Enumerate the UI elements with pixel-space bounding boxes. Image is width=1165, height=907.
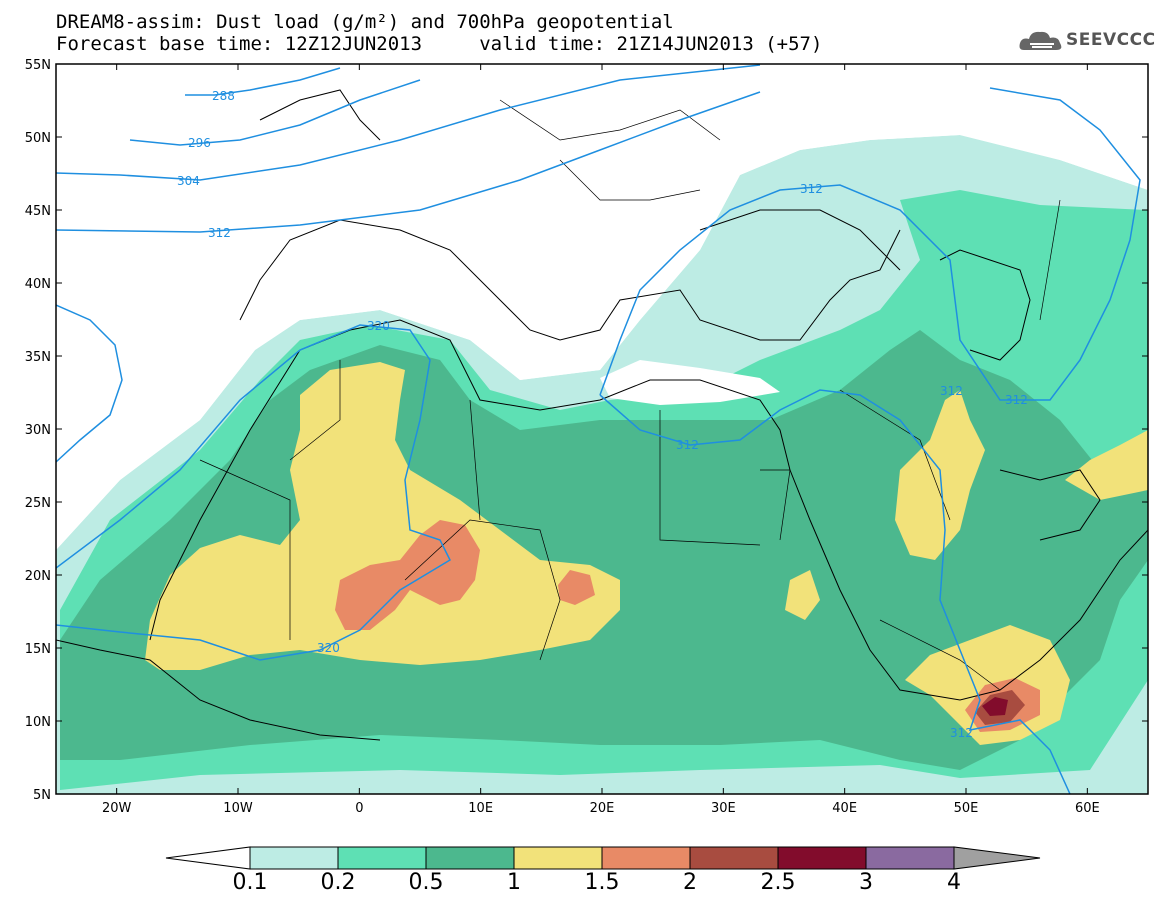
contour-labels: 288 296 304 312 320 312 320 312 312 312 … xyxy=(177,89,1028,740)
dust-area-2.5 xyxy=(982,697,1008,716)
contour-320-west xyxy=(56,304,123,463)
contour-label: 312 xyxy=(950,726,973,740)
lon-label: 60E xyxy=(1075,801,1100,816)
contour-label: 288 xyxy=(212,89,235,103)
lon-label: 30E xyxy=(711,801,736,816)
contour-label: 320 xyxy=(317,641,340,655)
lat-label: 5N xyxy=(33,788,51,803)
contour-320-sahara xyxy=(56,324,451,661)
lat-label: 15N xyxy=(25,642,51,657)
country-borders xyxy=(199,99,1061,691)
contour-label: 312 xyxy=(208,226,231,240)
lon-label: 20E xyxy=(590,801,615,816)
geopotential-contours xyxy=(56,64,1141,794)
contour-296 xyxy=(129,79,421,146)
contour-label: 304 xyxy=(177,174,200,188)
lon-label: 10W xyxy=(223,801,253,816)
lat-label: 40N xyxy=(25,277,51,292)
lat-label: 35N xyxy=(25,350,51,365)
colorbar-segment xyxy=(513,846,603,870)
colorbar-label: 1.5 xyxy=(585,870,620,895)
colorbar-label: 2.5 xyxy=(761,870,796,895)
contour-label: 312 xyxy=(676,438,699,452)
contour-label: 320 xyxy=(367,319,390,333)
contour-312-east xyxy=(599,87,1141,401)
colorbar-label: 0.5 xyxy=(409,870,444,895)
colorbar-high-arrow xyxy=(953,846,1041,870)
contour-288 xyxy=(185,67,341,96)
colorbar-label: 3 xyxy=(859,870,873,895)
dust-fields xyxy=(56,64,1148,794)
colorbar-label: 2 xyxy=(683,870,697,895)
colorbar-label: 0.2 xyxy=(321,870,356,895)
clear-area-europe xyxy=(56,64,1148,550)
latitude-axis: 55N 50N 45N 40N 35N 30N 25N 20N 15N 10N 5N xyxy=(25,58,1148,803)
dust-area-1-sudan xyxy=(785,570,820,620)
lat-label: 45N xyxy=(25,204,51,219)
colorbar-label: 0.1 xyxy=(233,870,268,895)
contour-label: 312 xyxy=(1005,393,1028,407)
seevccc-logo: SEEVCCC xyxy=(1018,26,1158,56)
lat-label: 55N xyxy=(25,58,51,73)
colorbar-segment xyxy=(337,846,427,870)
lat-label: 30N xyxy=(25,423,51,438)
lat-label: 25N xyxy=(25,496,51,511)
colorbar-segment xyxy=(425,846,515,870)
lat-label: 50N xyxy=(25,131,51,146)
contour-label: 296 xyxy=(188,136,211,150)
lon-label: 50E xyxy=(954,801,979,816)
cloud-logo-icon xyxy=(1019,31,1062,50)
colorbar-segment xyxy=(689,846,779,870)
logo-text: SEEVCCC xyxy=(1066,30,1156,50)
colorbar: 0.1 0.2 0.5 1 1.5 2 2.5 3 4 xyxy=(165,846,1041,895)
contour-label: 312 xyxy=(800,182,823,196)
colorbar-segment xyxy=(777,846,867,870)
colorbar-segment xyxy=(865,846,955,870)
colorbar-segment xyxy=(249,846,339,870)
longitude-axis: 20W 10W 0 10E 20E 30E 40E 50E 60E xyxy=(102,64,1100,816)
dust-area-1-sahara xyxy=(145,362,620,670)
map-subtitle: Forecast base time: 12Z12JUN2013 valid t… xyxy=(56,33,823,55)
lon-label: 0 xyxy=(355,801,363,816)
lon-label: 20W xyxy=(102,801,132,816)
lat-label: 10N xyxy=(25,715,51,730)
contour-312-south xyxy=(599,389,1071,794)
dust-area-1-gulf xyxy=(1065,430,1148,500)
dust-area-1.5-chad xyxy=(558,570,595,605)
colorbar-segment xyxy=(601,846,691,870)
lon-label: 40E xyxy=(832,801,857,816)
clear-area-mediterranean xyxy=(600,360,780,405)
colorbar-low-arrow xyxy=(165,846,251,870)
map-title: DREAM8-assim: Dust load (g/m²) and 700hP… xyxy=(56,11,674,33)
lat-label: 20N xyxy=(25,569,51,584)
contour-304 xyxy=(56,64,761,181)
contour-312-north xyxy=(56,91,761,233)
contour-label: 312 xyxy=(940,384,963,398)
lon-label: 10E xyxy=(468,801,493,816)
colorbar-label: 1 xyxy=(507,870,521,895)
colorbar-label: 4 xyxy=(947,870,961,895)
